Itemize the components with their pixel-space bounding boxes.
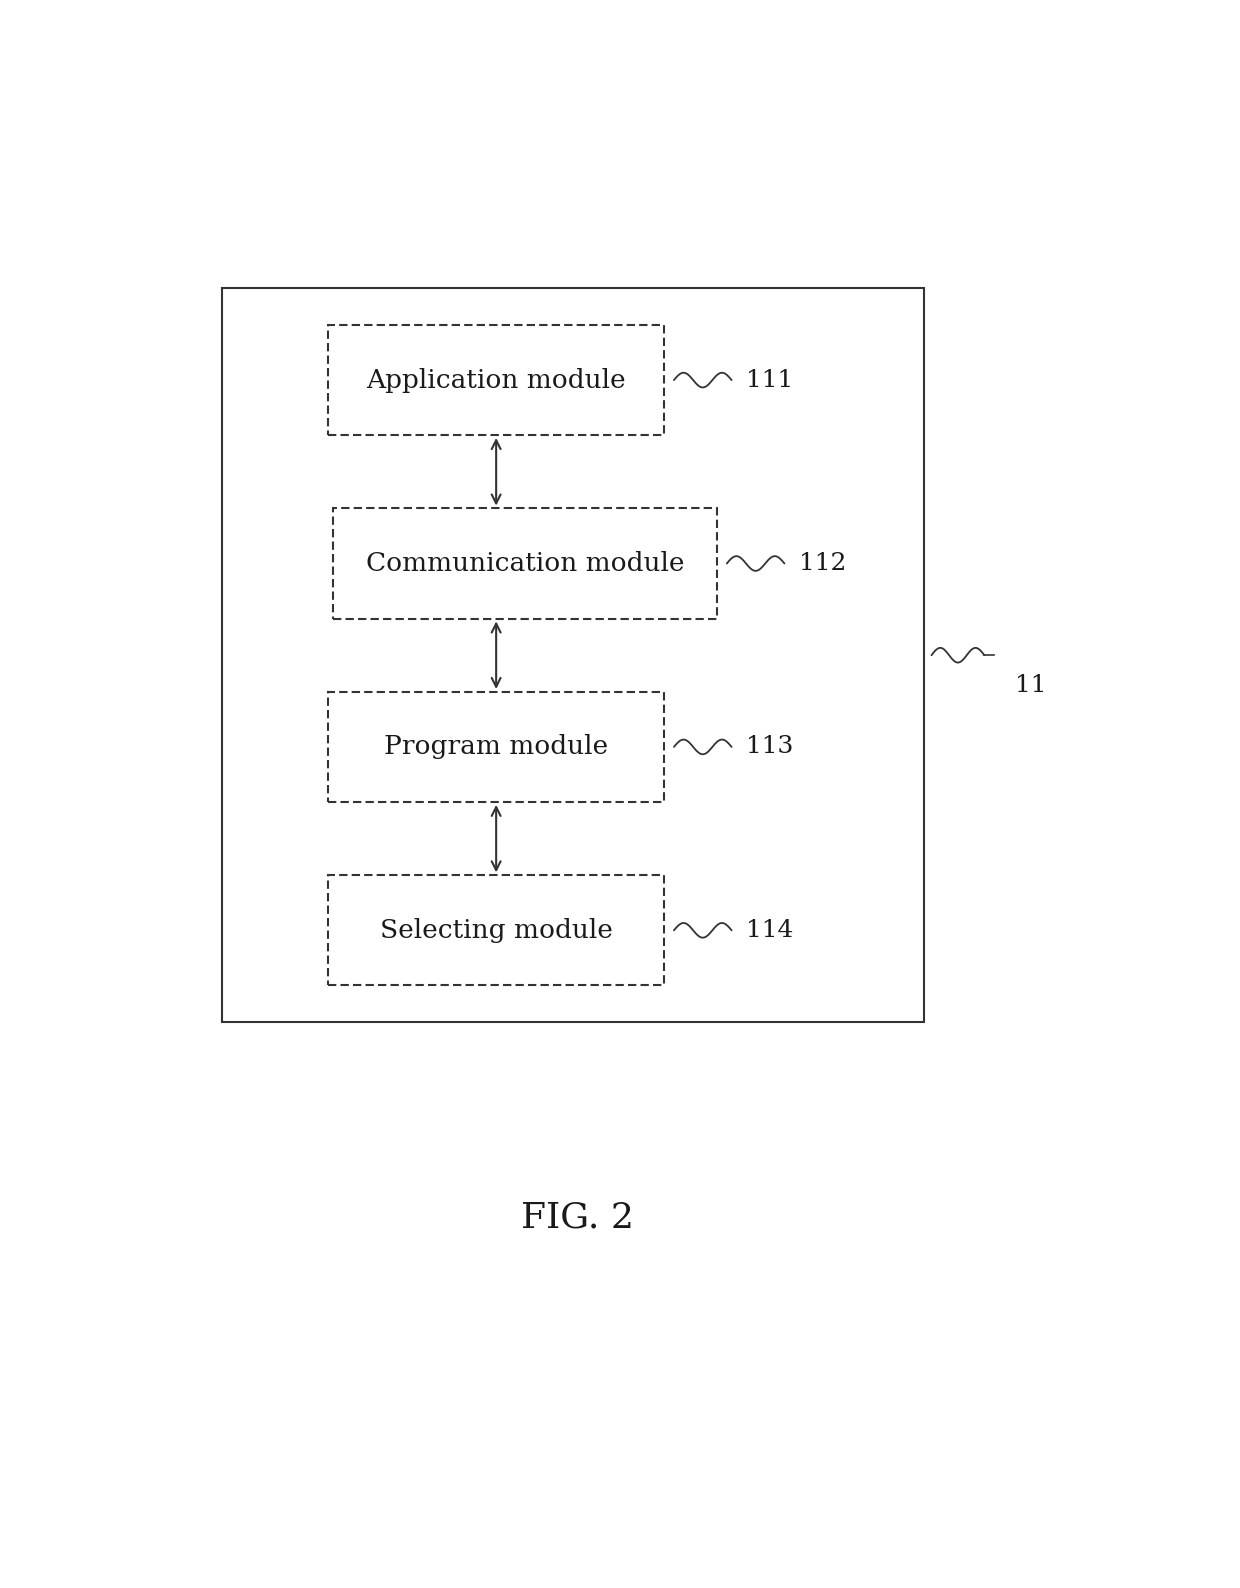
Text: FIG. 2: FIG. 2 [521,1201,635,1235]
Text: 114: 114 [746,919,794,942]
Text: 113: 113 [746,735,794,759]
Bar [327,326,665,435]
Text: 112: 112 [799,553,846,575]
Text: Program module: Program module [384,734,608,759]
Bar [222,289,924,1023]
Bar [332,508,717,619]
Text: 11: 11 [1016,675,1047,697]
Bar [327,875,665,985]
Text: 111: 111 [746,368,794,392]
Text: Selecting module: Selecting module [379,918,613,943]
Text: Application module: Application module [366,367,626,392]
Text: Communication module: Communication module [366,551,684,576]
Bar [327,692,665,802]
